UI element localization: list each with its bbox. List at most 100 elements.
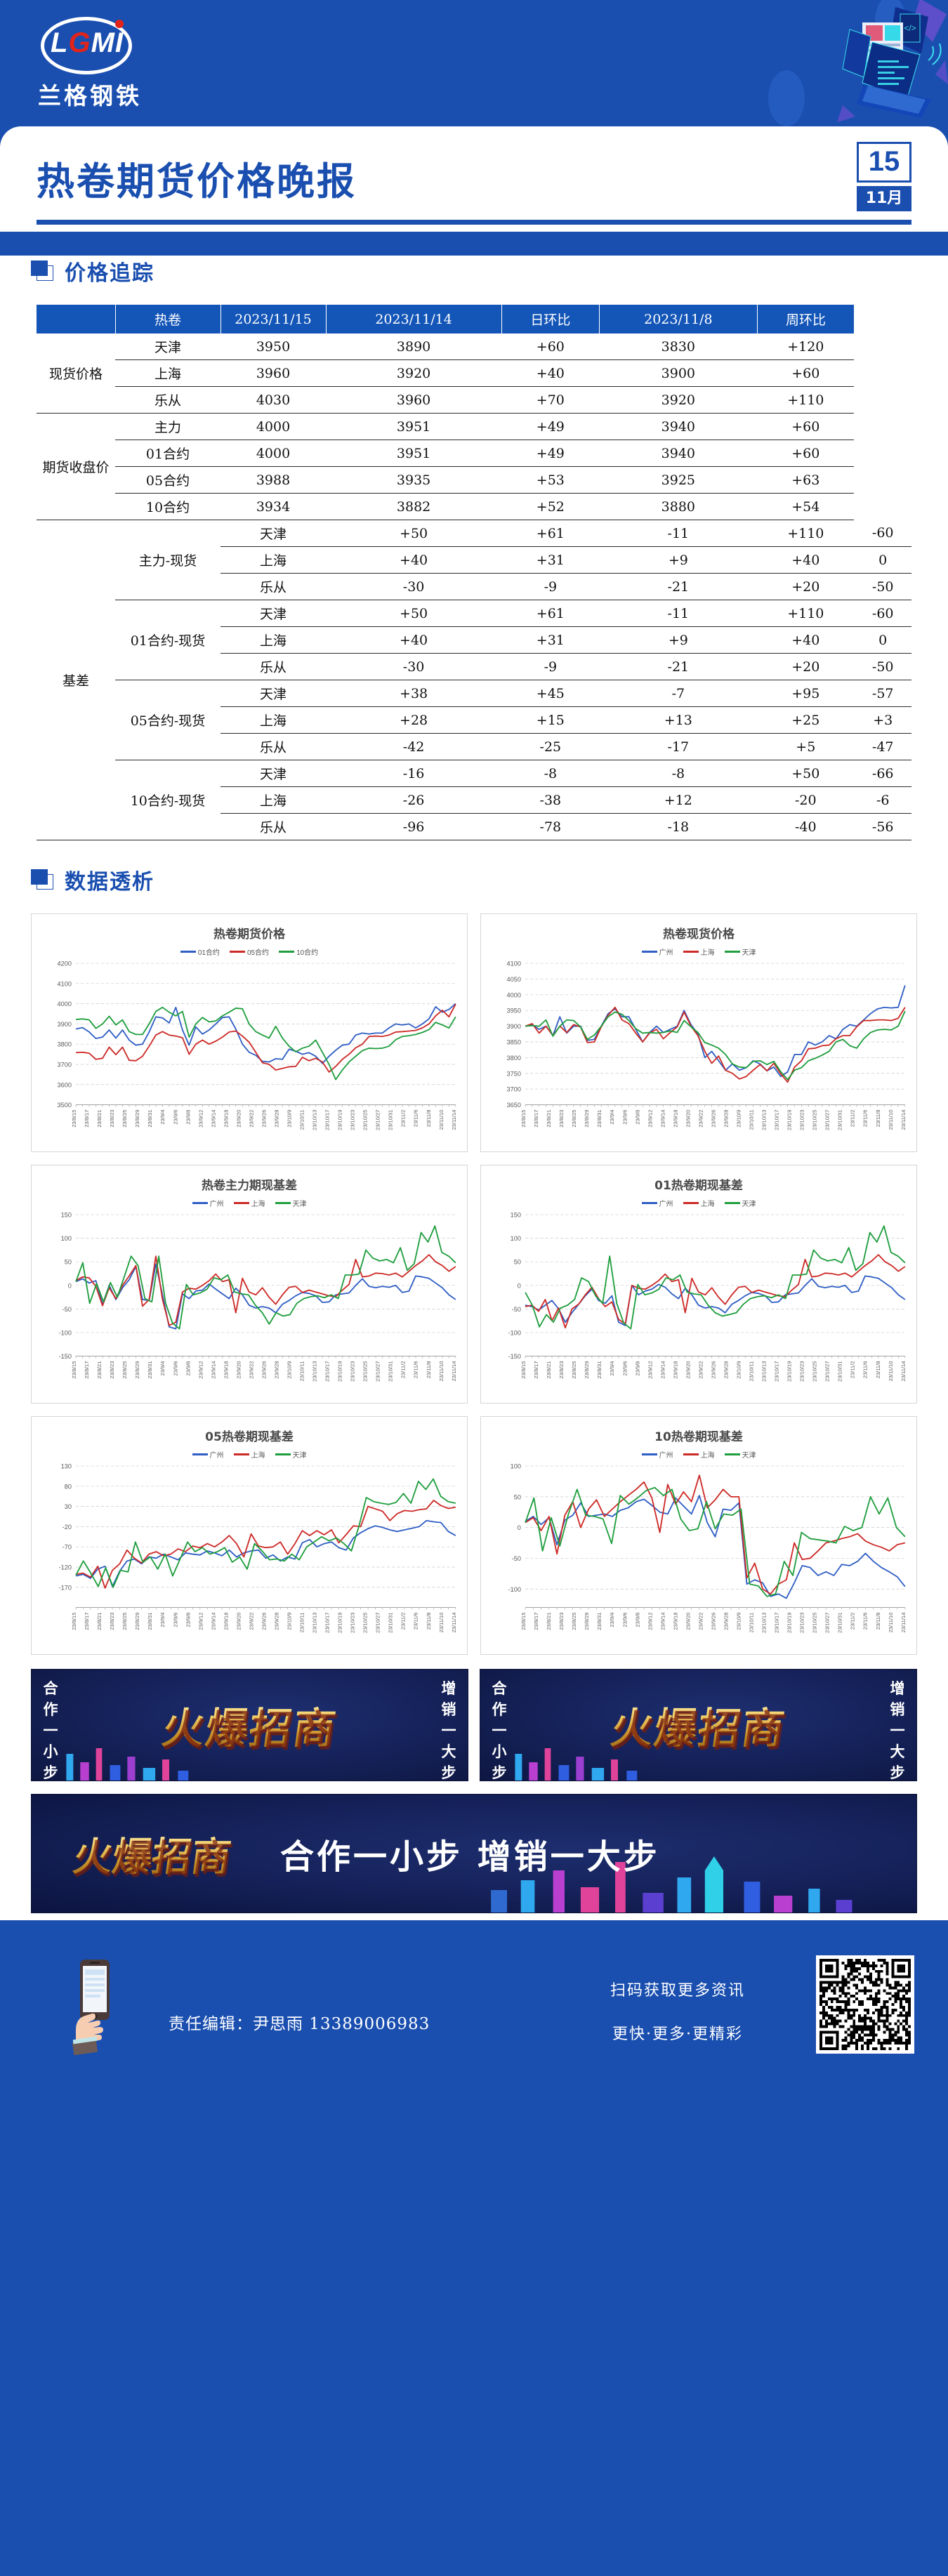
svg-text:23/8/21: 23/8/21 [546, 1613, 552, 1630]
table-cell: +9 [599, 626, 758, 654]
legend-item: 上海 [683, 946, 715, 957]
table-cell: +20 [757, 573, 855, 600]
svg-text:23/8/31: 23/8/31 [596, 1361, 603, 1379]
chart-title: 热卷主力期现基差 [202, 1179, 297, 1193]
table-cell: +25 [757, 706, 855, 734]
col-group [37, 305, 116, 333]
promo2-left-top: 合作 [492, 1680, 507, 1718]
svg-text:23/9/8: 23/9/8 [185, 1361, 191, 1376]
svg-text:23/9/22: 23/9/22 [248, 1613, 254, 1630]
logo-latin-text: LGMI [51, 27, 124, 58]
svg-text:23/9/22: 23/9/22 [248, 1110, 254, 1128]
legend-swatch [641, 1202, 657, 1204]
svg-text:23/10/9: 23/10/9 [286, 1613, 292, 1630]
svg-text:23/8/29: 23/8/29 [584, 1613, 590, 1630]
chart-legend: 广州 上海 天津 [39, 1449, 460, 1460]
svg-text:23/8/29: 23/8/29 [584, 1110, 590, 1128]
promo-banner-right[interactable]: 合作 一小步 火爆招商 增销 一大步 [480, 1669, 917, 1781]
table-cell: +3 [854, 706, 911, 734]
svg-text:23/11/10: 23/11/10 [888, 1613, 894, 1633]
legend-label: 广州 [659, 1452, 673, 1460]
svg-text:23/9/4: 23/9/4 [609, 1361, 615, 1376]
chart-card-3: 热卷主力期现基差 广州 上海 天津 -150 -100 -50 0 50 100 150 23/8/1… [31, 1165, 468, 1403]
svg-text:23/10/9: 23/10/9 [735, 1613, 742, 1630]
svg-text:23/8/17: 23/8/17 [533, 1110, 539, 1128]
table-cell: +110 [757, 520, 855, 547]
legend-label: 广州 [209, 1201, 224, 1208]
svg-text:23/11/8: 23/11/8 [875, 1361, 881, 1379]
table-row: 01合约 4000 3951 +49 3940 +60 [37, 440, 911, 467]
svg-text:23/10/27: 23/10/27 [375, 1110, 381, 1130]
promo-banner-left[interactable]: 合作 一小步 火爆招商 增销 一大步 [31, 1669, 468, 1781]
svg-text:23/10/17: 23/10/17 [774, 1110, 780, 1130]
svg-text:23/9/22: 23/9/22 [248, 1361, 254, 1379]
svg-text:23/10/17: 23/10/17 [324, 1361, 331, 1382]
svg-text:3800: 3800 [507, 1055, 521, 1062]
svg-text:23/10/31: 23/10/31 [837, 1361, 843, 1382]
legend-item: 广州 [192, 1449, 224, 1460]
svg-text:3700: 3700 [58, 1062, 72, 1069]
svg-text:23/10/17: 23/10/17 [774, 1613, 780, 1633]
table-cell: -60 [854, 520, 911, 547]
svg-text:23/8/15: 23/8/15 [520, 1613, 527, 1630]
svg-text:-70: -70 [62, 1544, 72, 1551]
table-row: 10合约-现货 天津 -16 -8 -8 +50 -66 [37, 760, 911, 840]
table-cell: +60 [501, 333, 600, 360]
legend-swatch [233, 1453, 249, 1455]
chart-series-天津 [525, 1486, 906, 1597]
chart-series-广州 [525, 1275, 906, 1326]
svg-text:3800: 3800 [58, 1041, 72, 1048]
svg-text:23/8/21: 23/8/21 [96, 1110, 103, 1128]
table-row: 05合约 3988 3935 +53 3925 +63 [37, 466, 911, 494]
chart-series-10合约 [75, 1006, 456, 1081]
svg-text:23/9/6: 23/9/6 [172, 1110, 178, 1125]
table-row: 05合约-现货 天津 +38 +45 -7 +95 -57 [37, 680, 911, 760]
svg-text:-100: -100 [59, 1330, 72, 1337]
table-cell: 4030 [220, 386, 326, 414]
svg-text:23/9/18: 23/9/18 [672, 1613, 678, 1630]
table-cell: +12 [599, 786, 758, 814]
svg-text:50: 50 [514, 1259, 521, 1266]
square-marker-icon-2 [31, 869, 55, 890]
qr-code[interactable] [816, 1955, 914, 2054]
svg-text:23/11/6: 23/11/6 [862, 1110, 869, 1128]
svg-text:23/9/4: 23/9/4 [159, 1613, 166, 1627]
promo-banner-row: 合作 一小步 火爆招商 增销 一大步 合作 一小步 火爆招商 增销 [31, 1669, 917, 1781]
svg-text:23/9/28: 23/9/28 [273, 1361, 279, 1379]
legend-swatch [275, 1202, 291, 1204]
table-cell: +60 [757, 413, 855, 440]
svg-text:23/8/23: 23/8/23 [558, 1110, 565, 1128]
svg-text:23/10/13: 23/10/13 [312, 1110, 318, 1130]
legend-item: 广州 [641, 946, 673, 957]
svg-text:23/8/29: 23/8/29 [134, 1110, 140, 1128]
svg-text:-150: -150 [59, 1353, 72, 1360]
wide-promo-banner[interactable]: 火爆招商 合作一小步 增销一大步 [31, 1794, 917, 1913]
table-cell: -30 [326, 573, 502, 600]
table-cell: +63 [757, 466, 855, 494]
svg-text:23/9/14: 23/9/14 [659, 1110, 666, 1128]
table-cell: +31 [501, 546, 600, 574]
table-cell: -25 [501, 733, 600, 760]
legend-label: 05合约 [246, 949, 270, 957]
legend-item: 上海 [683, 1198, 715, 1208]
chart-title: 05热卷期现基差 [205, 1430, 294, 1444]
svg-text:23/8/25: 23/8/25 [571, 1110, 577, 1128]
svg-text:23/11/2: 23/11/2 [850, 1361, 856, 1379]
svg-text:23/9/8: 23/9/8 [185, 1613, 191, 1627]
table-header-row: 热卷 2023/11/15 2023/11/14 日环比 2023/11/8 周… [37, 305, 911, 333]
legend-swatch [192, 1453, 208, 1455]
svg-text:23/10/13: 23/10/13 [761, 1361, 768, 1382]
table-row: 上海 +40 +31 +9 +40 0 [37, 626, 911, 654]
promo2-right-side-text: 增销 一大步 [887, 1678, 908, 1781]
row-label: 乐从 [115, 386, 220, 414]
square-marker-icon [31, 260, 55, 282]
svg-text:23/8/17: 23/8/17 [84, 1613, 90, 1630]
chart-row-1: 热卷期货价格 01合约 05合约 10合约 3500 3600 3700 3800 3900 40… [31, 913, 917, 1152]
table-cell: 3920 [599, 386, 758, 414]
svg-text:23/8/31: 23/8/31 [147, 1110, 153, 1128]
svg-text:4000: 4000 [58, 1000, 72, 1008]
row-label: 05合约 [115, 466, 220, 494]
svg-text:23/10/17: 23/10/17 [324, 1613, 331, 1633]
chart-row-3: 05热卷期现基差 广州 上海 天津 -170 -120 -70 -20 30 80 130 23/8/… [31, 1416, 917, 1655]
svg-text:3600: 3600 [58, 1081, 72, 1088]
